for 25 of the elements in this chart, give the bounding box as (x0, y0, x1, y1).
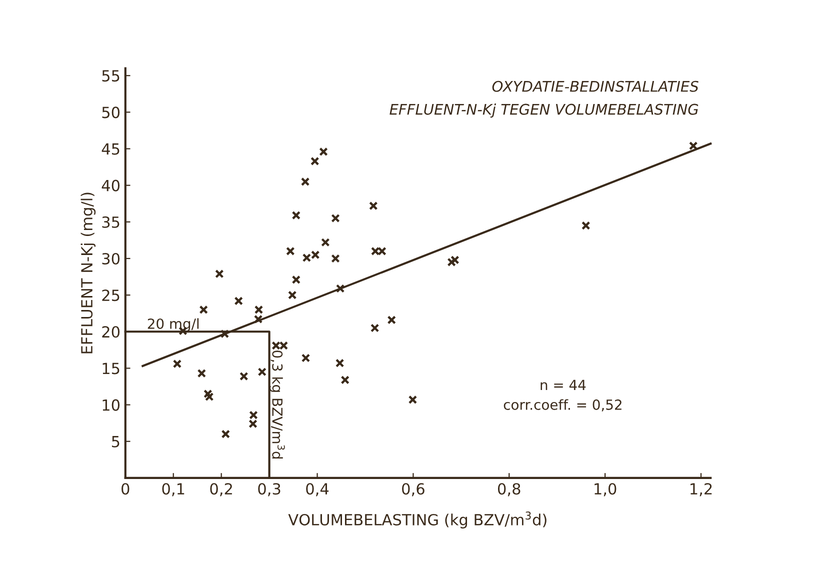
annotation: n = 44 corr.coeff. = 0,52 (504, 380, 622, 412)
x-tick-label: 0,4 (306, 483, 329, 496)
y-tick-label: 40 (102, 180, 120, 192)
x-tick-label: 0,8 (498, 483, 520, 496)
x-tick-label: 0,1 (162, 483, 184, 496)
y-tick-label: 35 (102, 216, 120, 228)
x-tick-label: 0,6 (402, 483, 424, 496)
x-tick-label: 1,2 (690, 483, 712, 496)
x-tick-label: 0,2 (210, 483, 232, 496)
y-tick-label: 5 (112, 436, 120, 448)
y-tick-label: 10 (102, 399, 120, 411)
y-tick-label: 45 (102, 143, 120, 155)
y-tick-label: 20 (102, 326, 120, 338)
y-tick-label: 25 (102, 290, 120, 302)
x-axis-title: VOLUMEBELASTING (kg BZV/m$^{3}$d) (288, 511, 546, 528)
x-tick-label: 1,0 (594, 483, 616, 496)
y-tick-label: 55 (102, 70, 120, 82)
annotation: 0,3 kg BZV/m$^{3}$d (269, 350, 285, 459)
x-tick-label: 0,3 (258, 483, 280, 496)
text: OXYDATIE-BEDINSTALLATIES EFFLUENT-N-Kj TEGEN VOLUMEBELASTING (390, 80, 698, 118)
y-tick-label: 15 (102, 362, 120, 374)
y-tick-label: 30 (102, 252, 120, 265)
y-axis-title: EFFLUENT N-Kj (mg/l) (80, 192, 96, 354)
x-tick-label: 0 (122, 483, 130, 495)
y-tick-label: 50 (102, 106, 120, 118)
